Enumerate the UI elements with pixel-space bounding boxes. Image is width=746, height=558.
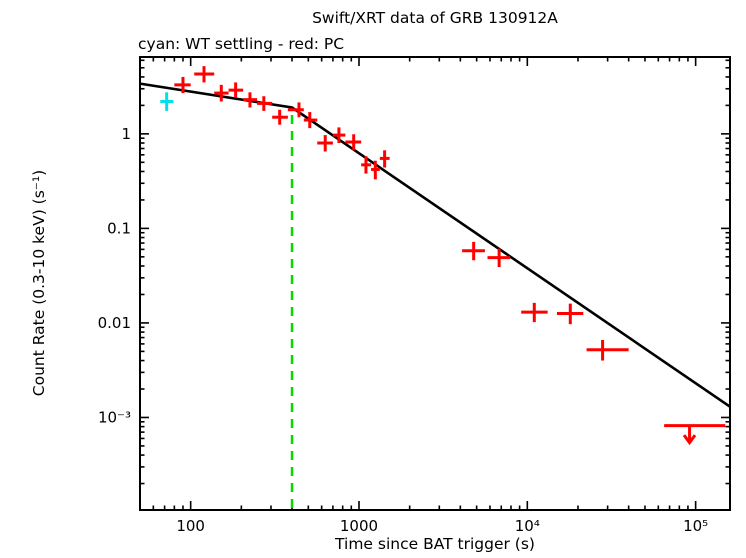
y-tick-labels: 1 0.1 0.01 10⁻³ [98, 125, 131, 427]
chart-title: Swift/XRT data of GRB 130912A [312, 9, 558, 27]
x-tick-labels: 100 1000 10⁴ 10⁵ [176, 517, 708, 535]
chart-layer: 100 1000 10⁴ 10⁵ 1 0.1 0.01 10⁻³ [98, 56, 731, 535]
axis-ticks [140, 57, 730, 510]
x-tick-label: 10⁵ [683, 517, 708, 535]
plot-frame [139, 56, 731, 511]
y-tick-label: 1 [121, 125, 131, 143]
upper-limit-markers [664, 424, 726, 446]
x-tick-label: 1000 [340, 517, 378, 535]
x-axis-label: Time since BAT trigger (s) [334, 535, 535, 553]
y-tick-label: 0.01 [98, 314, 131, 332]
chart-subtitle: cyan: WT settling - red: PC [138, 35, 344, 53]
x-tick-label: 10⁴ [515, 517, 540, 535]
y-tick-label: 10⁻³ [98, 408, 131, 426]
x-tick-label: 100 [176, 517, 205, 535]
y-tick-label: 0.1 [107, 219, 131, 237]
data-points-pc [174, 66, 629, 361]
data-points-wt-settling [160, 92, 174, 111]
y-axis-label: Count Rate (0.3-10 keV) (s⁻¹) [30, 170, 48, 396]
model-fit-line [139, 82, 731, 408]
